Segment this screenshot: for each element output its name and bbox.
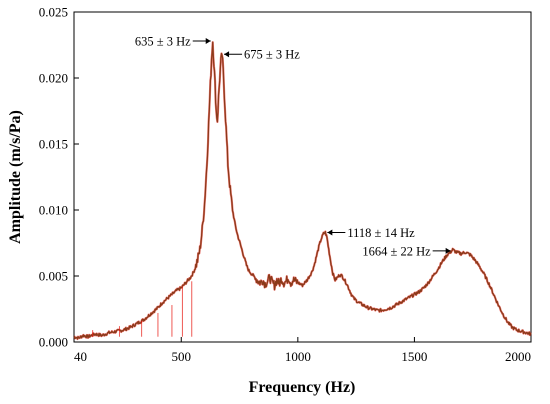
y-tick-label: 0.000 [39, 335, 68, 350]
series-line [73, 41, 532, 340]
y-tick-label: 0.020 [39, 71, 68, 86]
peak-annotation-label: 1118 ± 14 Hz [347, 226, 415, 240]
data-series [73, 41, 532, 341]
annotation-arrow-head [445, 247, 451, 254]
peak-annotation-label: 675 ± 3 Hz [244, 48, 300, 62]
annotation-arrow-head [327, 229, 333, 236]
y-tick-label: 0.025 [39, 5, 68, 20]
x-tick-label: 2000 [505, 349, 531, 364]
x-axis-title: Frequency (Hz) [249, 379, 356, 396]
plot-frame [73, 11, 532, 343]
annotation-arrow-head [224, 51, 230, 58]
y-tick-label: 0.015 [39, 137, 68, 152]
x-tick-label: 500 [172, 349, 192, 364]
x-tick-label: 1000 [285, 349, 311, 364]
x-axis-ticks: 40 500 1000 1500 2000 [73, 337, 532, 364]
y-axis-title: Amplitude (m/s/Pa) [7, 110, 24, 244]
peak-annotation-label: 1664 ± 22 Hz [362, 244, 431, 258]
x-tick-label: 40 [74, 349, 87, 364]
y-tick-label: 0.010 [39, 203, 68, 218]
peak-annotations: 635 ± 3 Hz 675 ± 3 Hz 1118 ± 14 Hz 1664 ± 2… [135, 35, 451, 258]
y-tick-label: 0.005 [39, 269, 68, 284]
peak-annotation-label: 635 ± 3 Hz [135, 35, 191, 49]
annotation-arrow-head [205, 38, 211, 45]
series-line-highlight [73, 41, 532, 341]
y-axis-ticks: 0.000 0.005 0.010 0.015 0.020 0.025 [39, 5, 79, 350]
x-tick-label: 1500 [401, 349, 427, 364]
